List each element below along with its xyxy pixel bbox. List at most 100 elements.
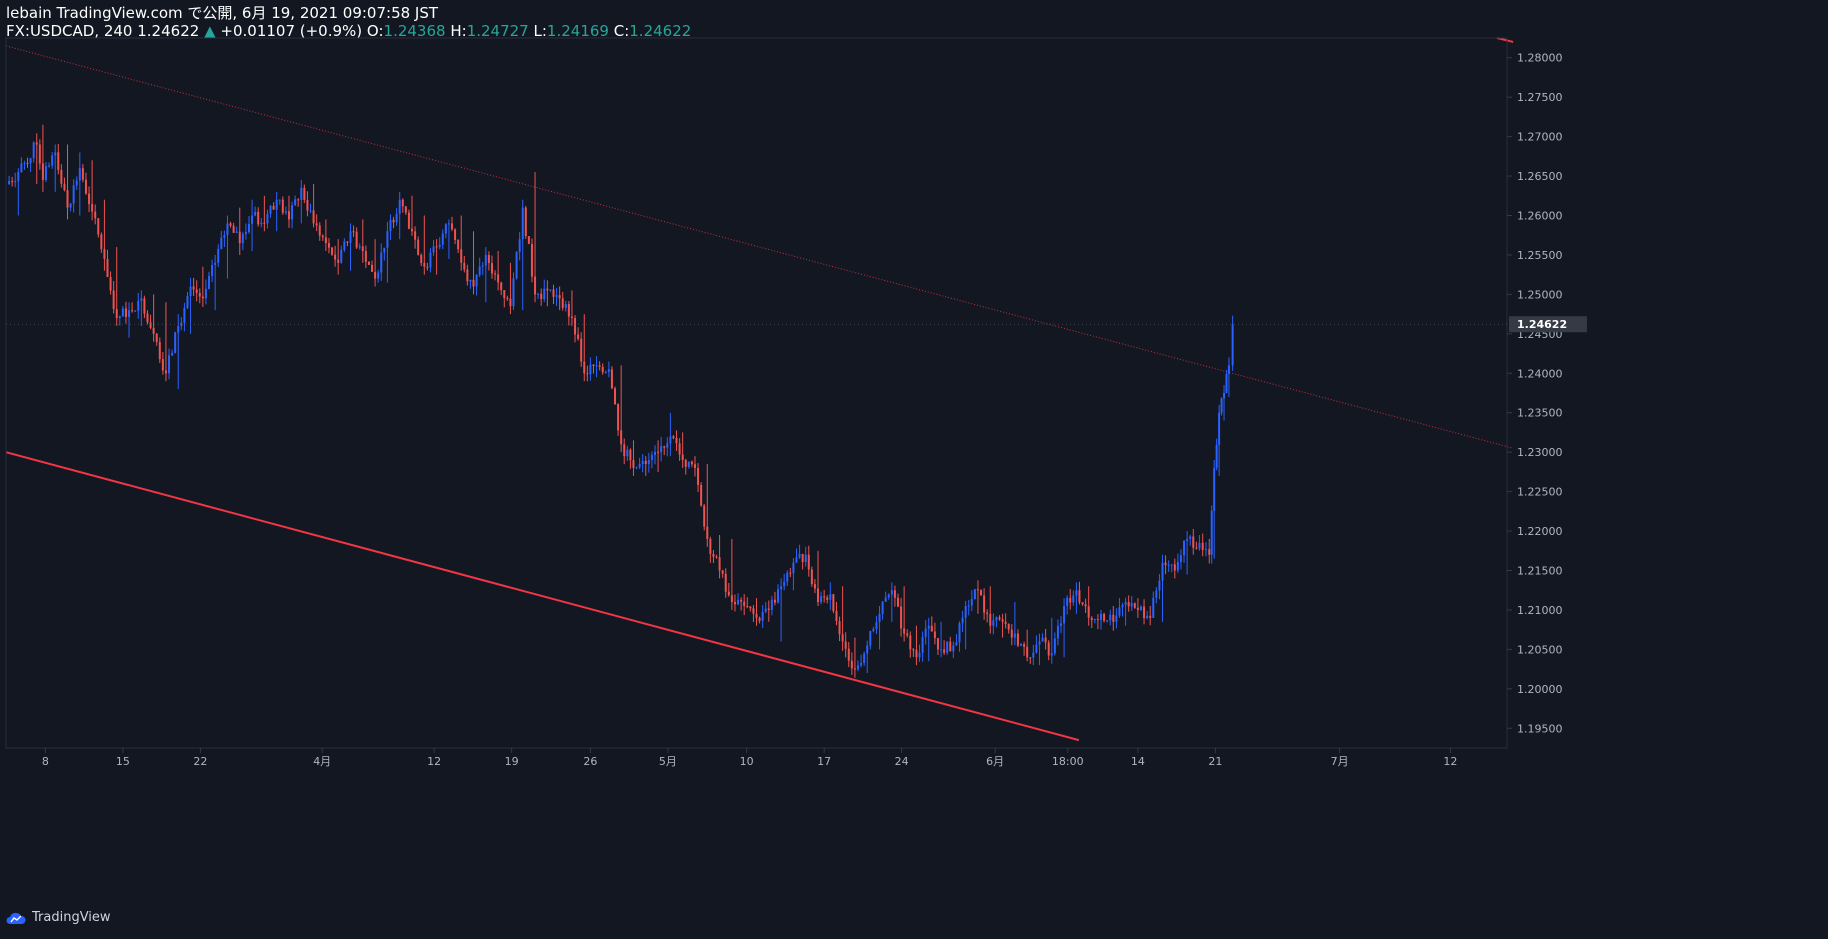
candle-body (1220, 398, 1223, 413)
candle-body (195, 289, 198, 294)
symbol-info-row: FX:USDCAD, 240 1.24622 ▲ +0.01107 (+0.9%… (6, 22, 691, 40)
candle-body (374, 271, 377, 279)
candle-body (635, 467, 638, 469)
candle-body (755, 613, 758, 618)
candle-body (570, 316, 573, 319)
open-value: 1.24368 (383, 22, 446, 40)
x-tick-label: 8 (42, 755, 49, 768)
candle-body (241, 233, 244, 244)
candle-body (269, 205, 272, 215)
candle-body (863, 653, 866, 663)
candle-body (158, 341, 161, 360)
candle-body (718, 557, 721, 571)
candle-body (106, 258, 109, 277)
candle-body (893, 590, 896, 598)
candle-body (1176, 561, 1179, 571)
candle-body (44, 166, 47, 180)
candle-body (420, 254, 423, 263)
candle-body (1087, 606, 1090, 618)
y-tick-label: 1.23500 (1517, 407, 1563, 420)
candle-body (727, 591, 730, 596)
candle-body (558, 295, 561, 299)
candle-body (746, 606, 749, 607)
candle-body (1063, 606, 1066, 624)
candle-body (647, 459, 650, 464)
candle-body (976, 589, 979, 591)
x-tick-label: 6月 (986, 755, 1004, 768)
candle-body (478, 266, 481, 275)
y-tick-label: 1.27500 (1517, 91, 1563, 104)
candle-body (546, 288, 549, 291)
y-tick-label: 1.20000 (1517, 683, 1563, 696)
candle-body (263, 222, 266, 224)
axis-layer: 1.28000 1.27500 1.27000 1.26500 1.26000 1.255… (5, 37, 1587, 768)
candle-body (315, 223, 318, 226)
candle-body (466, 269, 469, 282)
candle-body (1198, 542, 1201, 549)
candle-body (189, 286, 192, 296)
candle-body (770, 599, 773, 610)
candle-body (878, 613, 881, 623)
candle-body (321, 235, 324, 238)
candle-body (970, 599, 973, 606)
candle-body (832, 594, 835, 612)
candle-body (51, 155, 54, 166)
candle-body (813, 584, 816, 589)
candle-body (155, 333, 158, 342)
candle-body (983, 595, 986, 613)
candle-body (429, 252, 432, 268)
candle-body (930, 625, 933, 632)
tradingview-logo[interactable]: TradingView (6, 910, 111, 925)
candle-body (463, 262, 466, 270)
x-tick-label: 12 (1443, 755, 1457, 768)
symbol-label: FX:USDCAD, 240 (6, 22, 133, 40)
last-price-label-bg (1509, 316, 1587, 333)
candle-body (666, 443, 669, 448)
candle-body (583, 361, 586, 374)
candle-body (1155, 590, 1158, 598)
candle-body (506, 298, 509, 300)
x-tick-label: 5月 (659, 755, 677, 768)
candle-body (675, 438, 678, 444)
candle-body (343, 241, 346, 250)
y-tick-label: 1.22500 (1517, 486, 1563, 499)
candle-body (69, 203, 72, 208)
candle-body (137, 300, 140, 311)
candle-body (306, 199, 309, 211)
candle-body (297, 199, 300, 201)
candle-body (48, 165, 51, 167)
candle-body (1183, 540, 1186, 556)
candle-body (884, 597, 887, 602)
candle-body (783, 581, 786, 587)
candle-body (601, 366, 604, 373)
candle-body (1050, 653, 1053, 656)
candle-body (961, 617, 964, 624)
candle-body (128, 310, 131, 318)
candle-body (220, 237, 223, 249)
low-value: 1.24169 (546, 22, 609, 40)
candle-body (14, 181, 17, 183)
candle-body (1020, 644, 1023, 646)
candle-body (417, 239, 420, 255)
candle-body (915, 649, 918, 658)
candle-body (820, 596, 823, 603)
candle-body (287, 211, 290, 220)
candle-body (872, 629, 875, 631)
candle-body (121, 308, 124, 317)
candle-body (924, 628, 927, 637)
candle-body (780, 586, 783, 590)
candle-body (475, 274, 478, 287)
candle-body (392, 219, 395, 223)
candle-body (604, 372, 607, 374)
candle-body (426, 266, 429, 268)
candle-body (254, 211, 257, 216)
y-tick-label: 1.25500 (1517, 249, 1563, 262)
candle-body (681, 454, 684, 461)
candle-body (1121, 604, 1124, 608)
brand-label: TradingView (32, 910, 111, 925)
candle-body (617, 404, 620, 431)
candle-body (1016, 633, 1019, 646)
candle-body (1149, 615, 1152, 618)
candle-body (733, 602, 736, 605)
